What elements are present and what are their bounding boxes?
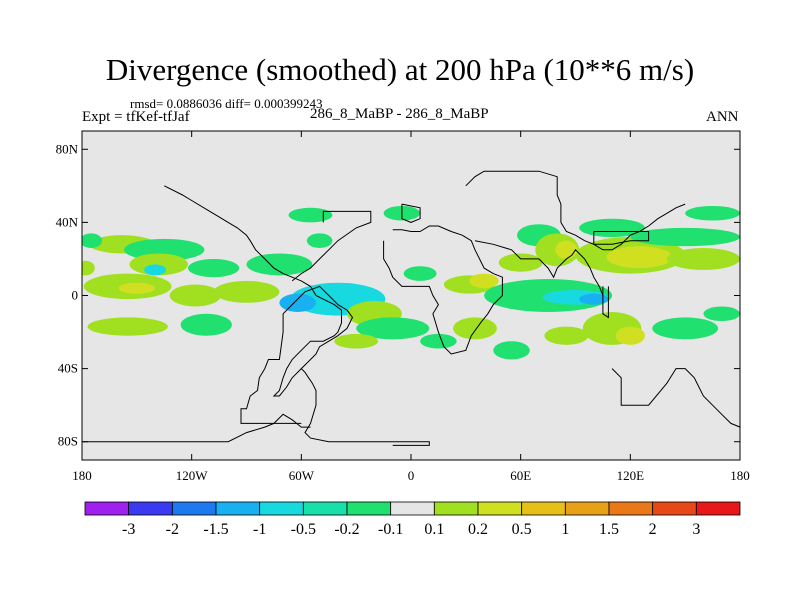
- outline-antarctica-main: [82, 413, 311, 443]
- colorbar-swatch: [84, 501, 130, 516]
- season-label: ANN: [706, 109, 739, 125]
- lat-tick-label: 80S: [58, 434, 78, 449]
- colorbar-swatch: [259, 501, 304, 516]
- outline-se-asia-box: [602, 286, 609, 319]
- lon-tick-label: 180: [72, 468, 92, 483]
- lon-tick-label: 180: [730, 468, 750, 483]
- colorbar-swatch: [608, 501, 654, 516]
- outline-north-america-east: [291, 210, 372, 282]
- colorbar: -3 -2 -1.5 -1 -0.5 -0.2 -0.1 0.1 0.2 0.5 1 1.5 2 3: [84, 501, 741, 538]
- field-region--0.1: [306, 233, 333, 248]
- outline-eurasia: [465, 170, 686, 251]
- field-region-0.5: [606, 246, 673, 269]
- colorbar-swatch: [302, 501, 348, 516]
- lon-tick-label: 60E: [510, 468, 531, 483]
- outline-middle-east-asia: [474, 240, 604, 296]
- experiment-label: Expt = tfKef-tfJaf: [82, 109, 190, 125]
- outline-japan-box: [593, 231, 650, 245]
- colorbar-swatch: [564, 501, 610, 516]
- field-region--0.1: [703, 306, 740, 322]
- colorbar-label: -1.5: [203, 521, 228, 538]
- field-region--0.5: [279, 293, 316, 312]
- map-axes: 80N 40N 0 40S 80S 180 120W 60W 0 60E 120E 180: [56, 131, 750, 483]
- colorbar-swatch: [215, 501, 261, 516]
- divergence-field: [82, 205, 740, 360]
- colorbar-label: 2: [649, 521, 657, 538]
- colorbar-swatch: [521, 501, 566, 516]
- case-label: 286_8_MaBP - 286_8_MaBP: [310, 106, 489, 122]
- field-region--0.1: [493, 341, 530, 360]
- field-region--0.2: [144, 264, 167, 276]
- field-region--0.1: [356, 317, 430, 340]
- outline-greenland-box: [401, 203, 421, 223]
- outline-antarctic-peninsula: [300, 368, 430, 446]
- colorbar-swatch: [171, 501, 217, 516]
- field-region--0.1: [180, 313, 232, 336]
- field-region-0.2: [498, 253, 543, 272]
- field-region-0.2: [666, 247, 740, 270]
- statistics-label: rmsd= 0.0886036 diff= 0.000399243: [130, 96, 323, 111]
- field-region-0.5: [555, 240, 578, 259]
- field-region-0.2: [169, 284, 221, 307]
- colorbar-label: 0.2: [468, 521, 488, 538]
- field-region--0.1: [288, 207, 333, 223]
- field-region--0.1: [685, 205, 740, 221]
- colorbar-swatch: [346, 501, 392, 516]
- colorbar-label: -1: [253, 521, 266, 538]
- lon-tick-label: 60W: [289, 468, 315, 483]
- colorbar-label: 1.5: [599, 521, 619, 538]
- field-region-0.2: [544, 326, 589, 345]
- field-region--0.1: [188, 258, 240, 278]
- field-region--0.1: [82, 233, 103, 248]
- colorbar-swatch: [695, 501, 741, 516]
- colorbar-label: -0.5: [291, 521, 316, 538]
- field-region-0.2: [453, 317, 497, 340]
- outline-africa: [383, 225, 503, 355]
- colorbar-swatch: [390, 501, 435, 516]
- field-region--0.1: [652, 317, 719, 340]
- colorbar-label: 1: [561, 521, 569, 538]
- outline-americas: [164, 185, 354, 424]
- field-region--0.1: [246, 253, 313, 276]
- field-region-0.2: [129, 253, 189, 276]
- colorbar-label: -0.1: [378, 521, 403, 538]
- colorbar-swatch: [477, 501, 523, 516]
- field-region--0.1: [630, 227, 740, 247]
- colorbar-swatch: [433, 501, 479, 516]
- lat-tick-label: 40S: [58, 361, 78, 376]
- lat-tick-label: 0: [72, 288, 79, 303]
- field-region-0.2: [213, 280, 280, 303]
- outline-australia-antarctica-rim: [611, 368, 740, 428]
- colorbar-label: -0.2: [334, 521, 359, 538]
- lat-tick-label: 80N: [56, 141, 79, 156]
- continent-outlines: [82, 170, 740, 446]
- field-region-0.5: [118, 282, 156, 294]
- colorbar-label: 0.1: [424, 521, 444, 538]
- field-region-0.2: [334, 333, 379, 349]
- colorbar-label: -2: [166, 521, 179, 538]
- lat-tick-label: 40N: [56, 214, 79, 229]
- colorbar-swatch: [128, 501, 173, 516]
- colorbar-label: 0.5: [512, 521, 532, 538]
- field-region-0.5: [615, 326, 645, 345]
- field-region-0.5: [469, 273, 499, 289]
- lon-tick-label: 120E: [617, 468, 645, 483]
- field-region-0.2: [82, 260, 95, 276]
- lon-tick-label: 0: [408, 468, 415, 483]
- field-region-0.2: [87, 317, 168, 336]
- field-region--0.1: [420, 333, 457, 349]
- colorbar-swatch: [652, 501, 697, 516]
- map-title: Divergence (smoothed) at 200 hPa (10**6 …: [105, 52, 695, 87]
- field-region--0.5: [579, 293, 609, 305]
- colorbar-label: -3: [122, 521, 135, 538]
- field-region--0.1: [579, 218, 645, 238]
- field-region--0.1: [403, 266, 437, 281]
- lon-tick-label: 120W: [176, 468, 209, 483]
- colorbar-label: 3: [692, 521, 700, 538]
